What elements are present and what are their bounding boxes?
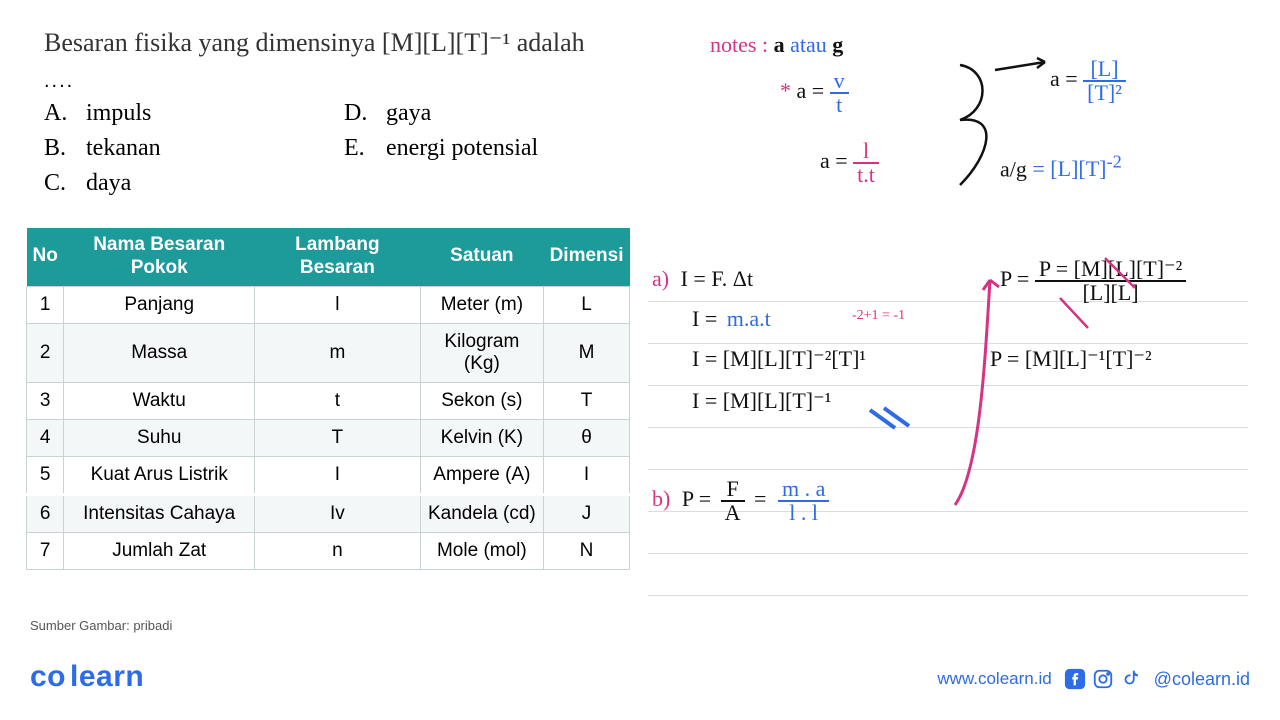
hn-work-a-label: a) I = F. Δt <box>652 266 753 292</box>
table-row: 2MassamKilogram (Kg)M <box>27 323 630 382</box>
question-title: Besaran fisika yang dimensinya [M][L][T]… <box>44 28 585 58</box>
social-handle: @colearn.id <box>1154 669 1250 690</box>
hn-work-b: b) P = F A = m . a l . l <box>652 478 829 524</box>
hn-a-Lt2: a = [L] [T]² <box>1050 58 1126 104</box>
brand-logo-1: co <box>30 660 66 693</box>
hn-work-a-line2: I = m.a.t <box>692 306 771 332</box>
brand-logo-2: learn <box>70 660 144 693</box>
option-a-label: A. <box>44 96 80 131</box>
options-block: A. impuls D. gaya B. tekanan E. energi p… <box>44 96 538 200</box>
table-row: 6Intensitas CahayaIvKandela (cd)J <box>27 494 630 532</box>
option-e-label: E. <box>344 131 380 166</box>
table-body: 1PanjanglMeter (m)L 2MassamKilogram (Kg)… <box>27 286 630 569</box>
instagram-icon <box>1092 668 1114 690</box>
question-ellipsis: .... <box>44 70 74 93</box>
option-a-text: impuls <box>86 100 151 126</box>
social-icons <box>1064 668 1142 690</box>
option-b-label: B. <box>44 131 80 166</box>
option-c-label: C. <box>44 166 80 201</box>
table-row: 4SuhuTKelvin (K)θ <box>27 419 630 456</box>
th-satuan: Satuan <box>420 228 543 286</box>
tiktok-icon <box>1120 668 1142 690</box>
option-b-text: tekanan <box>86 135 161 161</box>
table-row: 5Kuat Arus ListrikIAmpere (A)I <box>27 456 630 494</box>
hn-ag-result: a/g = [L][T]-2 <box>1000 152 1122 183</box>
hn-a-vt: * a = v t <box>780 70 849 116</box>
table-row: 1PanjanglMeter (m)L <box>27 286 630 323</box>
dimensions-table: No Nama Besaran Pokok Lambang Besaran Sa… <box>26 228 630 570</box>
hn-work-a-line4: I = [M][L][T]⁻¹ <box>692 388 831 414</box>
facebook-icon <box>1064 668 1086 690</box>
th-lambang: Lambang Besaran <box>255 228 421 286</box>
hn-work-p-result: P = [M][L]⁻¹[T]⁻² <box>990 346 1152 372</box>
option-c-text: daya <box>86 170 131 196</box>
hn-notes-header: notes : a atau g <box>710 32 843 58</box>
hn-work-a-note: -2+1 = -1 <box>852 308 905 325</box>
th-nama: Nama Besaran Pokok <box>64 228 255 286</box>
website-url: www.colearn.id <box>937 669 1051 689</box>
hn-a-ltt: a = l t.t <box>820 140 879 186</box>
hn-work-a-line3: I = [M][L][T]⁻²[T]¹ <box>692 346 866 372</box>
th-dimensi: Dimensi <box>544 228 630 286</box>
table-row: 3WaktutSekon (s)T <box>27 382 630 419</box>
option-e-text: energi potensial <box>386 135 538 161</box>
footer-right: www.colearn.id @colearn.id <box>937 668 1250 690</box>
option-d-label: D. <box>344 96 380 131</box>
table-row: 7Jumlah ZatnMole (mol)N <box>27 532 630 569</box>
option-d-text: gaya <box>386 100 431 126</box>
table-header-row: No Nama Besaran Pokok Lambang Besaran Sa… <box>27 228 630 286</box>
hn-work-p-frac: P = P = [M][L][T]⁻² [L][L] <box>1000 258 1186 304</box>
th-no: No <box>27 228 64 286</box>
brand-logo: colearn <box>30 660 144 694</box>
source-caption: Sumber Gambar: pribadi <box>30 618 172 633</box>
